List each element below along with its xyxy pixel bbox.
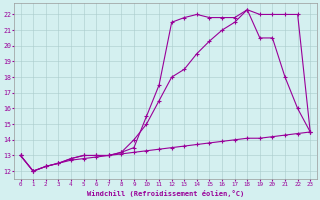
X-axis label: Windchill (Refroidissement éolien,°C): Windchill (Refroidissement éolien,°C) [87,190,244,197]
